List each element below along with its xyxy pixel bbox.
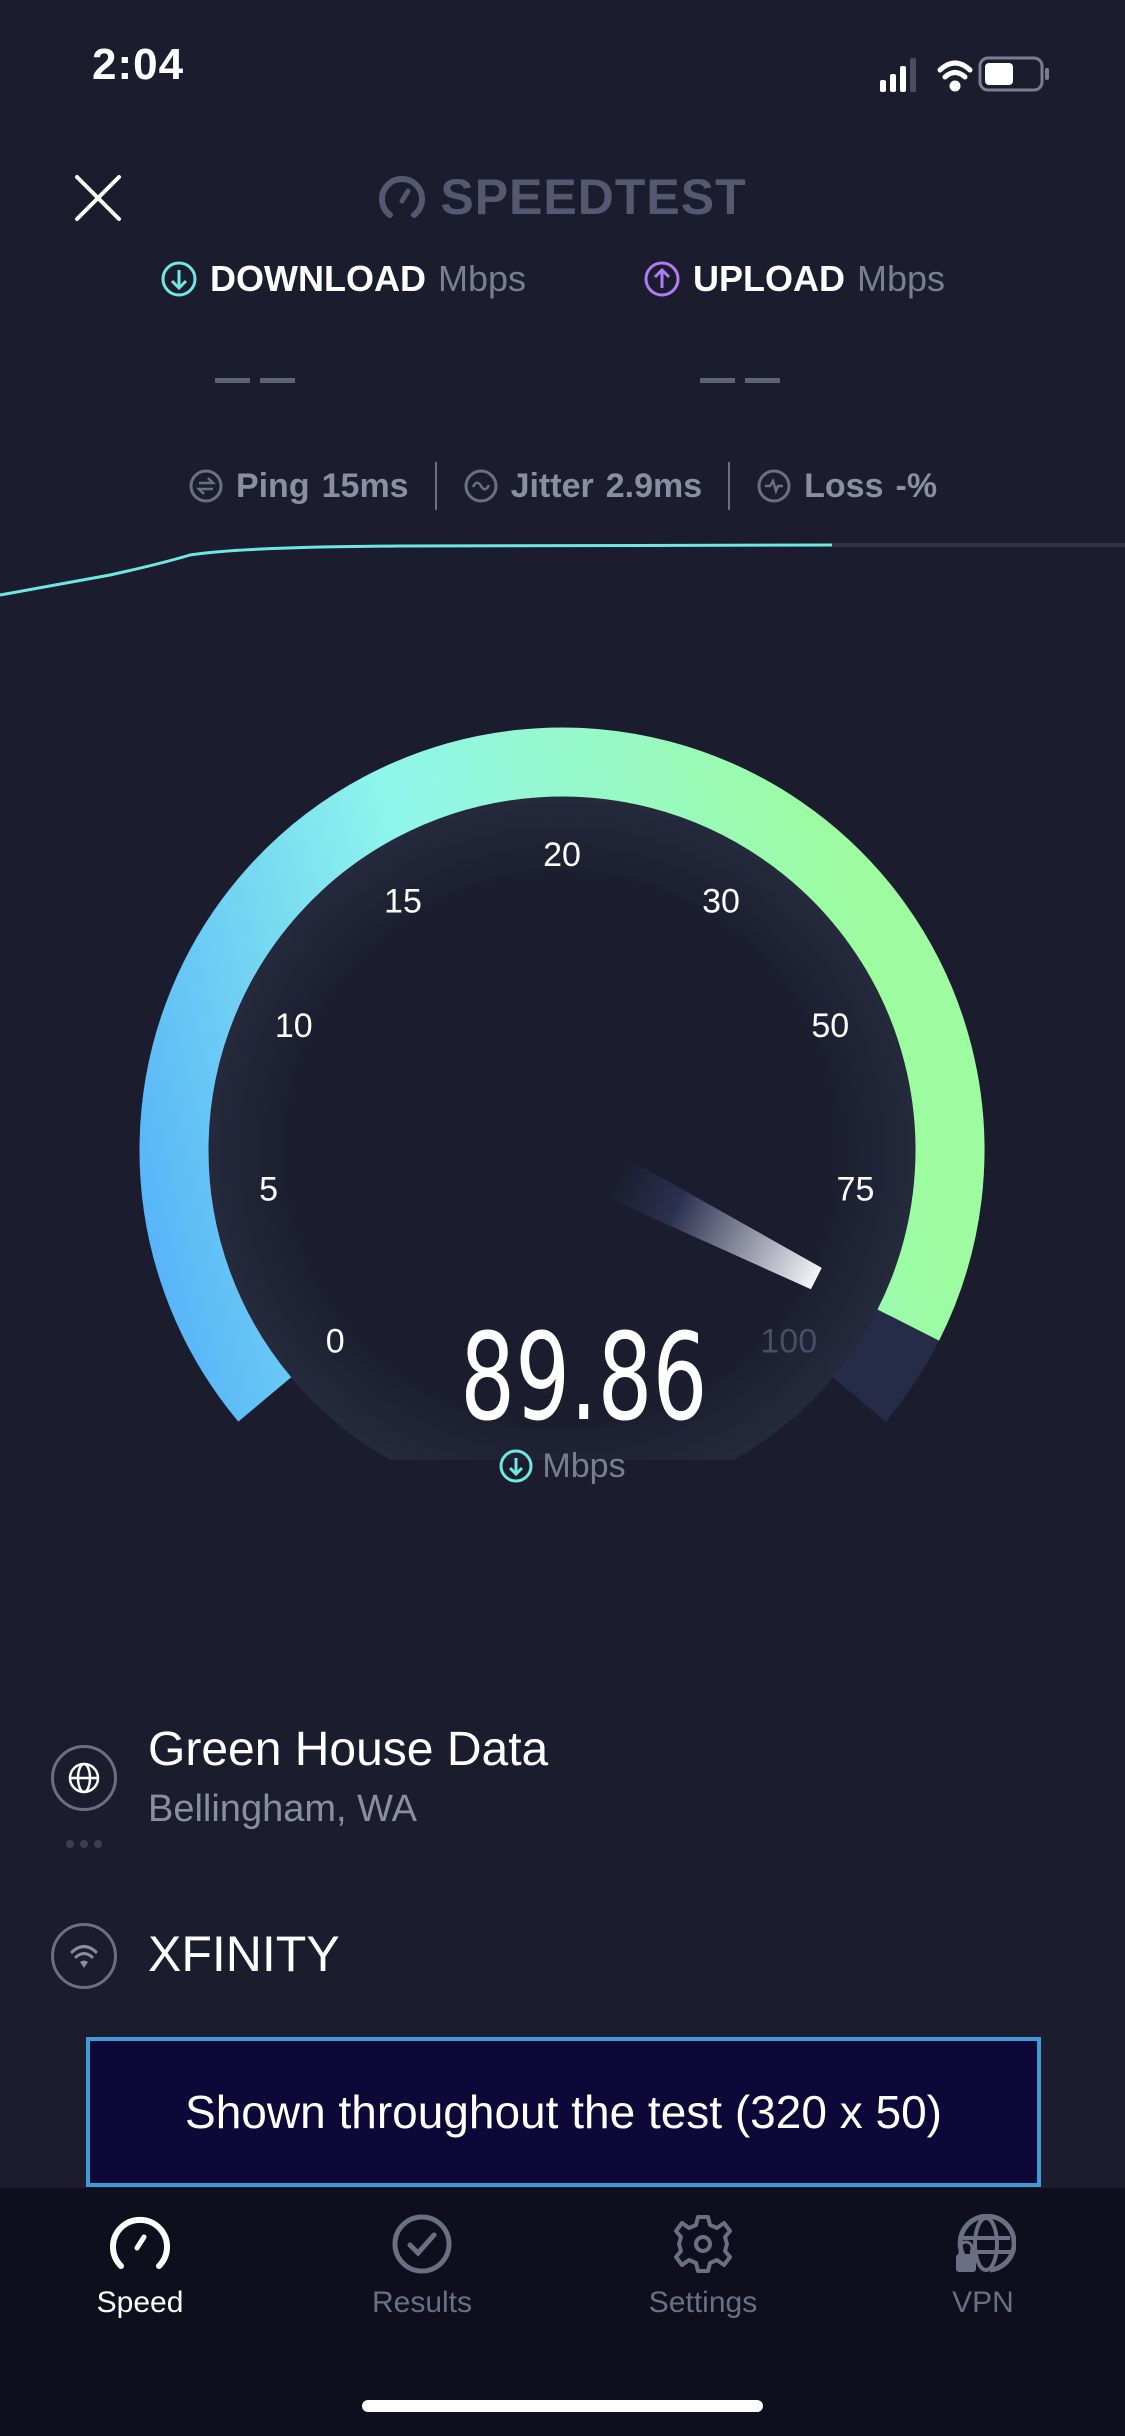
gauge-tick-label: 50 bbox=[811, 1007, 849, 1045]
logo-text: SPEEDTEST bbox=[440, 169, 747, 225]
ping-unit: ms bbox=[359, 466, 409, 505]
status-icons bbox=[880, 56, 1049, 92]
jitter-metric: Jitter 2.9ms bbox=[437, 467, 729, 506]
speed-graph bbox=[0, 543, 1125, 597]
globe-icon bbox=[68, 1762, 100, 1794]
tab-label: Settings bbox=[648, 2286, 758, 2319]
server-location: Bellingham, WA bbox=[148, 1788, 417, 1830]
download-label: DOWNLOAD bbox=[210, 258, 426, 299]
globe-lock-icon bbox=[956, 2214, 1016, 2273]
jitter-label: Jitter bbox=[510, 466, 594, 505]
status-time: 2:04 bbox=[92, 40, 185, 89]
gauge-tick-label: 0 bbox=[326, 1322, 345, 1360]
gauge-progress-arc bbox=[139, 727, 985, 1422]
jitter-value: 2.9 bbox=[605, 466, 653, 505]
gauge-tick-label: 15 bbox=[384, 882, 422, 920]
gauge-tick-label: 5 bbox=[259, 1171, 278, 1209]
upload-label: UPLOAD bbox=[693, 258, 845, 299]
divider bbox=[434, 462, 437, 510]
ping-value: 15 bbox=[321, 466, 360, 505]
loss-unit: % bbox=[906, 466, 938, 505]
ping-icon bbox=[189, 469, 223, 503]
tab-label: Results bbox=[371, 2286, 473, 2319]
loss-icon bbox=[757, 469, 791, 503]
download-header: DOWNLOAD Mbps bbox=[160, 258, 526, 300]
upload-value-placeholder bbox=[700, 378, 780, 383]
tab-settings[interactable]: Settings bbox=[593, 2214, 813, 2320]
latency-metrics: Ping 15ms Jitter 2.9ms Loss -% bbox=[0, 462, 1125, 510]
tab-speed[interactable]: Speed bbox=[30, 2214, 250, 2320]
gauge-needle bbox=[605, 1157, 822, 1290]
home-indicator[interactable] bbox=[362, 2400, 763, 2412]
speedometer-icon bbox=[110, 2216, 170, 2269]
speedtest-logo: SPEEDTEST bbox=[0, 168, 1125, 226]
jitter-icon bbox=[464, 469, 498, 503]
tab-results[interactable]: Results bbox=[312, 2214, 532, 2320]
tab-bar: Speed Results Settings VPN bbox=[0, 2188, 1125, 2436]
upload-header: UPLOAD Mbps bbox=[643, 258, 945, 300]
server-button[interactable] bbox=[51, 1745, 117, 1811]
ping-metric: Ping 15ms bbox=[162, 467, 435, 506]
loss-label: Loss bbox=[804, 466, 884, 505]
gauge-face bbox=[208, 796, 916, 1460]
download-value-placeholder bbox=[215, 378, 295, 383]
battery-icon bbox=[978, 56, 1049, 92]
cellular-signal-icon bbox=[880, 58, 916, 92]
upload-unit: Mbps bbox=[857, 258, 946, 299]
provider-icon-badge bbox=[51, 1923, 117, 1989]
server-name[interactable]: Green House Data bbox=[148, 1723, 549, 1776]
current-speed: 89.86 bbox=[412, 1309, 712, 1448]
gauge-tick-label: 100 bbox=[760, 1322, 817, 1360]
jitter-unit: ms bbox=[652, 466, 703, 505]
ad-banner[interactable]: Shown throughout the test (320 x 50) bbox=[86, 2037, 1041, 2187]
wifi-icon bbox=[937, 60, 973, 92]
download-icon bbox=[499, 1449, 533, 1483]
download-graph-line bbox=[0, 543, 833, 597]
checkmark-circle-icon bbox=[392, 2214, 452, 2274]
tab-vpn[interactable]: VPN bbox=[873, 2214, 1093, 2320]
speedometer-logo-icon bbox=[379, 176, 426, 218]
more-dots-icon bbox=[66, 1840, 102, 1848]
gauge-tick-label: 30 bbox=[702, 882, 740, 920]
loss-value: - bbox=[895, 466, 907, 505]
close-icon[interactable] bbox=[74, 174, 122, 222]
upload-icon bbox=[644, 261, 680, 297]
gauge-tick-label: 20 bbox=[543, 836, 581, 874]
divider bbox=[728, 462, 731, 510]
current-speed-value: 89.86 bbox=[460, 1309, 708, 1448]
speed-gauge: 0 5 10 15 20 30 50 75 100 bbox=[139, 727, 985, 1460]
ad-text: Shown throughout the test (320 x 50) bbox=[185, 2086, 942, 2138]
speed-unit-label: Mbps bbox=[542, 1446, 626, 1485]
tab-label: VPN bbox=[952, 2286, 1014, 2319]
gauge-tick-label: 75 bbox=[837, 1171, 875, 1209]
tab-label: Speed bbox=[96, 2286, 184, 2319]
gauge-tick-label: 10 bbox=[275, 1007, 313, 1045]
wifi-icon bbox=[70, 1945, 98, 1968]
provider-name: XFINITY bbox=[148, 1926, 340, 1982]
current-speed-unit: Mbps bbox=[412, 1446, 712, 1486]
download-unit: Mbps bbox=[437, 258, 526, 299]
download-icon bbox=[161, 261, 197, 297]
ping-label: Ping bbox=[235, 466, 310, 505]
gear-icon bbox=[674, 2215, 732, 2273]
loss-metric: Loss -% bbox=[730, 467, 963, 506]
